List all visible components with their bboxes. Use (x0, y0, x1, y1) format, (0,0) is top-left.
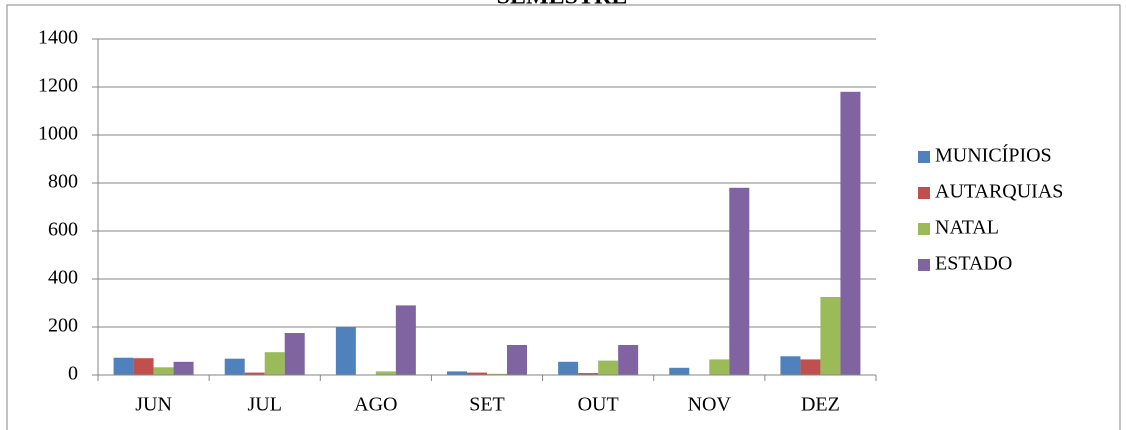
chart-border (6, 4, 1121, 430)
x-tick-label: DEZ (801, 394, 840, 416)
bar (709, 359, 730, 375)
bar (375, 371, 396, 375)
bar (244, 372, 265, 375)
y-tick-label: 400 (48, 267, 78, 289)
bar (153, 367, 174, 375)
bar (598, 360, 619, 375)
bar (558, 361, 579, 375)
legend-label: ESTADO (935, 253, 1012, 275)
bar (507, 345, 527, 375)
bar (467, 372, 487, 375)
x-tick-label: SET (469, 394, 505, 416)
legend-label: NATAL (935, 217, 999, 239)
legend-label: MUNICÍPIOS (935, 144, 1052, 167)
x-tick-label: OUT (578, 394, 619, 416)
bar (224, 358, 245, 375)
x-tick-label: NOV (688, 394, 732, 416)
y-tick-label: 600 (48, 219, 78, 241)
y-tick-label: 1000 (38, 123, 78, 145)
chart-title: SEMESTRE (497, 0, 628, 10)
bar (487, 373, 507, 375)
y-tick-label: 0 (68, 363, 78, 385)
bar (335, 327, 356, 375)
bar (133, 358, 154, 375)
legend-swatch (918, 259, 930, 271)
bar (840, 91, 861, 376)
y-tick-label: 800 (48, 171, 78, 193)
x-tick-label: JUN (135, 394, 172, 416)
legend-label: AUTARQUIAS (935, 181, 1063, 203)
bar (113, 357, 134, 375)
bar (729, 187, 750, 375)
y-tick-label: 1200 (38, 75, 78, 97)
bar (173, 361, 194, 375)
x-tick-label: JUL (247, 394, 281, 416)
bar (447, 371, 467, 375)
bar (780, 356, 801, 375)
bar (820, 297, 841, 375)
bar (284, 333, 305, 375)
bar (395, 305, 416, 375)
x-tick-label: AGO (354, 394, 397, 416)
bar (618, 345, 639, 375)
bar (264, 352, 285, 375)
y-tick-label: 1400 (38, 27, 78, 49)
bar (800, 359, 821, 375)
legend-swatch (918, 151, 930, 163)
legend-swatch (918, 187, 930, 199)
bar (669, 367, 690, 375)
y-tick-label: 200 (48, 315, 78, 337)
legend-swatch (918, 223, 930, 235)
bar (578, 373, 599, 375)
